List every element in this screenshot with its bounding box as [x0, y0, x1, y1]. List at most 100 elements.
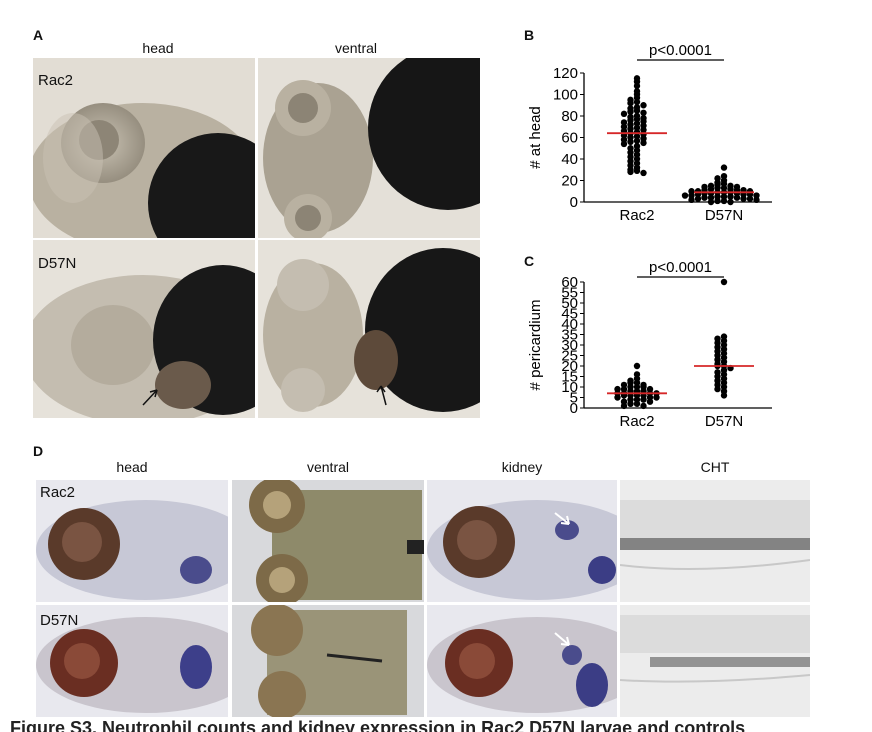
x-tick-label: Rac2: [619, 413, 654, 430]
data-point: [627, 168, 634, 176]
figure-caption: Figure S3. Neutrophil counts and kidney …: [10, 718, 746, 732]
y-tick-label: 25: [561, 348, 578, 365]
panel-b-label: B: [524, 27, 535, 43]
data-point: [688, 196, 695, 204]
data-point: [733, 194, 741, 201]
data-point: [633, 362, 641, 370]
panel-d-col-cht: CHT: [700, 459, 730, 475]
data-point: [746, 195, 754, 202]
y-tick-label: 40: [561, 151, 578, 168]
panel-a-rac2-head-image: [33, 58, 255, 238]
panel-a-d57n-head-image: [33, 240, 255, 418]
significance-label: p<0.0001: [649, 42, 712, 59]
data-point: [627, 99, 634, 107]
panel-d-row-rac2: Rac2: [40, 484, 76, 501]
y-tick-label: 0: [570, 400, 578, 417]
y-tick-label: 100: [553, 87, 578, 104]
data-point: [633, 82, 641, 90]
y-tick-label: 20: [561, 358, 578, 375]
panel-d-rac2-head-image: [36, 480, 228, 602]
data-point: [720, 197, 728, 205]
data-point: [720, 278, 728, 286]
data-point: [633, 137, 641, 144]
data-point: [627, 138, 634, 145]
data-point: [640, 109, 647, 116]
x-tick-label: D57N: [705, 207, 743, 224]
panel-d-d57n-head-image: [36, 605, 228, 717]
y-tick-label: 80: [561, 108, 578, 125]
y-tick-label: 15: [561, 369, 578, 386]
significance-label: p<0.0001: [649, 260, 712, 276]
panel-d-d57n-cht-image: [620, 605, 810, 717]
panel-c-label: C: [524, 253, 535, 269]
y-tick-label: 20: [561, 173, 578, 190]
data-point: [627, 108, 634, 115]
panel-b-chart: 0 20 40 60 80 100 120 # at head Rac2 D57N p<0.0001: [522, 40, 792, 240]
panel-d-rac2-cht-image: [620, 480, 810, 602]
panel-a-rac2-ventral-image: [258, 58, 480, 238]
y-tick-label: 5: [570, 390, 578, 407]
panel-d-label: D: [33, 443, 44, 459]
y-tick-label: 10: [561, 379, 578, 396]
y-tick-label: 60: [561, 130, 578, 147]
y-tick-label: 45: [561, 306, 578, 323]
panel-d-col-kidney: kidney: [501, 459, 543, 475]
panel-b-svg: 0 20 40 60 80 100 120 # at head Rac2 D57N p<0.0001: [527, 42, 772, 224]
data-point: [640, 402, 647, 410]
y-tick-label: 40: [561, 316, 578, 333]
y-tick-label: 50: [561, 295, 578, 312]
data-point: [646, 398, 654, 405]
panel-d-col-ventral: ventral: [306, 459, 350, 475]
panel-d-col-head: head: [116, 459, 148, 475]
data-point: [633, 98, 641, 106]
data-point: [633, 400, 641, 407]
panel-a-col-head: head: [142, 40, 174, 56]
x-tick-label: D57N: [705, 413, 743, 430]
y-tick-label: 30: [561, 337, 578, 354]
y-tick-label: 55: [561, 285, 578, 302]
data-point: [640, 102, 647, 109]
panel-a-d57n-ventral-image: [258, 240, 480, 418]
panel-d-row-d57n: D57N: [40, 612, 79, 629]
panel-a-col-ventral: ventral: [334, 40, 378, 56]
y-tick-label: 35: [561, 327, 578, 344]
y-axis-label: # pericardium: [527, 300, 544, 391]
panel-a-row-rac2: Rac2: [38, 72, 74, 89]
y-axis-label: # at head: [527, 106, 544, 169]
data-point: [627, 400, 634, 407]
data-point: [681, 192, 689, 199]
y-tick-label: 0: [570, 194, 578, 211]
panel-a-row-d57n: D57N: [38, 255, 77, 272]
panel-c-chart: 0 5 10 15 20 25 30 35 40 45 50 55 60 # pericardium Rac…: [522, 259, 792, 440]
data-point: [633, 167, 641, 175]
data-point: [727, 193, 734, 200]
data-point: [694, 195, 702, 202]
data-point: [753, 196, 760, 204]
data-point: [653, 394, 660, 401]
panel-d-rac2-kidney-image: [427, 480, 617, 602]
data-point: [740, 195, 747, 202]
data-point: [633, 107, 641, 114]
data-point: [727, 198, 734, 206]
x-tick-label: Rac2: [619, 207, 654, 224]
data-point: [640, 139, 647, 147]
data-point: [614, 394, 621, 401]
y-tick-label: 60: [561, 274, 578, 291]
panel-a-label: A: [33, 27, 44, 43]
data-point: [620, 402, 628, 410]
data-point: [620, 110, 628, 118]
panel-d-d57n-ventral-image: [232, 605, 424, 717]
data-point: [714, 197, 721, 205]
y-tick-label: 120: [553, 65, 578, 82]
data-point: [640, 169, 647, 177]
data-point: [620, 140, 628, 148]
data-point: [720, 164, 728, 171]
data-point: [701, 194, 708, 201]
data-point: [720, 392, 728, 399]
data-point: [707, 198, 715, 206]
panel-d-rac2-ventral-image: [232, 480, 424, 602]
panel-d-d57n-kidney-image: [427, 605, 617, 717]
data-point: [640, 396, 647, 403]
data-point: [714, 385, 721, 393]
